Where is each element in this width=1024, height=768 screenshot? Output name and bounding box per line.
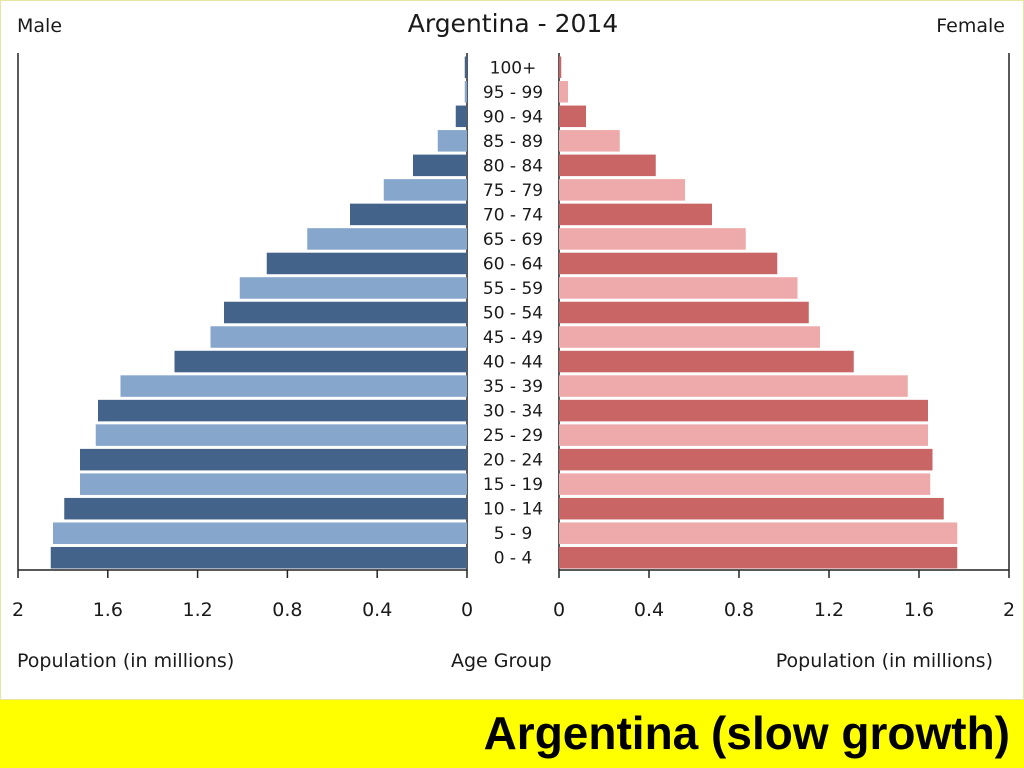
population-pyramid: 100+ 95 - 99 90 - 94 85 - 89 80 - 84 75 - 79 7… <box>12 53 1015 621</box>
male-bar <box>413 154 467 177</box>
age-group-label: 55 - 59 <box>483 279 543 299</box>
female-bar <box>559 203 712 226</box>
female-bar <box>559 105 586 128</box>
female-bar <box>559 228 746 250</box>
age-group-label: 60 - 64 <box>483 254 543 274</box>
female-bar <box>559 424 928 446</box>
male-bar <box>120 375 467 397</box>
male-bar <box>174 350 467 373</box>
age-group-label: 35 - 39 <box>483 377 543 397</box>
age-group-label: 10 - 14 <box>483 500 543 520</box>
female-bar <box>559 448 933 471</box>
female-bar <box>559 473 931 495</box>
female-bar <box>559 154 656 177</box>
male-bar <box>210 326 467 348</box>
female-bar <box>559 350 854 373</box>
female-bar <box>559 522 958 544</box>
female-bar <box>559 497 944 520</box>
age-group-label: 40 - 44 <box>483 353 543 373</box>
male-bar <box>464 56 467 79</box>
male-bar <box>53 522 467 544</box>
age-group-label: 50 - 54 <box>483 304 543 324</box>
female-bar <box>559 326 820 348</box>
age-group-label: 100+ <box>490 58 537 78</box>
male-bar <box>98 399 467 422</box>
x-tick-label: 0 <box>553 599 565 621</box>
chart-frame: Male Argentina - 2014 Female 100+ 95 - 99… <box>0 0 1024 700</box>
female-bar <box>559 81 568 103</box>
x-tick-label: 0.8 <box>724 599 754 621</box>
male-bar <box>383 179 467 201</box>
male-bar <box>464 81 467 103</box>
male-bar <box>64 497 467 520</box>
x-tick-label: 1.2 <box>814 599 844 621</box>
female-bar <box>559 252 778 275</box>
male-bar <box>224 301 467 324</box>
male-bar <box>307 228 467 250</box>
x-tick-label: 0 <box>461 599 473 621</box>
male-bar <box>80 473 467 495</box>
male-bar <box>350 203 467 226</box>
male-bar <box>266 252 467 275</box>
x-tick-label: 0.4 <box>362 599 392 621</box>
x-tick-label: 0.8 <box>272 599 302 621</box>
age-group-label: 20 - 24 <box>483 451 543 471</box>
age-group-label: 70 - 74 <box>483 205 543 225</box>
age-group-label: 0 - 4 <box>494 549 533 569</box>
male-bar <box>50 546 467 569</box>
female-bar <box>559 399 928 422</box>
caption-text: Argentina (slow growth) <box>483 707 1010 759</box>
male-bar <box>95 424 467 446</box>
age-group-label: 15 - 19 <box>483 475 543 495</box>
age-group-label: 45 - 49 <box>483 328 543 348</box>
x-tick-label: 0.4 <box>634 599 664 621</box>
age-group-label: 65 - 69 <box>483 230 543 250</box>
x-axis-label-right: Population (in millions) <box>775 650 993 672</box>
female-label: Female <box>936 15 1005 37</box>
age-group-label: 75 - 79 <box>483 181 543 201</box>
male-bar <box>455 105 467 128</box>
x-tick-label: 1.6 <box>904 599 934 621</box>
caption-banner: Argentina (slow growth) <box>0 700 1024 768</box>
female-bar <box>559 546 958 569</box>
age-group-label: 85 - 89 <box>483 132 543 152</box>
female-bar <box>559 56 562 79</box>
x-tick-label: 2 <box>1003 599 1015 621</box>
age-group-label: 30 - 34 <box>483 402 543 422</box>
female-bar <box>559 277 798 299</box>
age-group-axis-label: Age Group <box>451 650 552 672</box>
x-tick-label: 1.2 <box>182 599 212 621</box>
female-bar <box>559 130 620 152</box>
male-bar <box>239 277 467 299</box>
age-group-label: 95 - 99 <box>483 83 543 103</box>
male-bar <box>437 130 467 152</box>
x-tick-label: 1.6 <box>93 599 123 621</box>
female-bar <box>559 301 809 324</box>
age-group-label: 25 - 29 <box>483 426 543 446</box>
chart-title: Argentina - 2014 <box>407 9 619 38</box>
female-bar <box>559 179 685 201</box>
age-group-label: 5 - 9 <box>494 524 533 544</box>
male-bar <box>80 448 467 471</box>
female-bar <box>559 375 908 397</box>
x-axis-label-left: Population (in millions) <box>17 650 235 672</box>
age-group-label: 80 - 84 <box>483 156 543 176</box>
x-tick-label: 2 <box>12 599 24 621</box>
age-group-label: 90 - 94 <box>483 107 543 127</box>
male-label: Male <box>17 15 63 37</box>
